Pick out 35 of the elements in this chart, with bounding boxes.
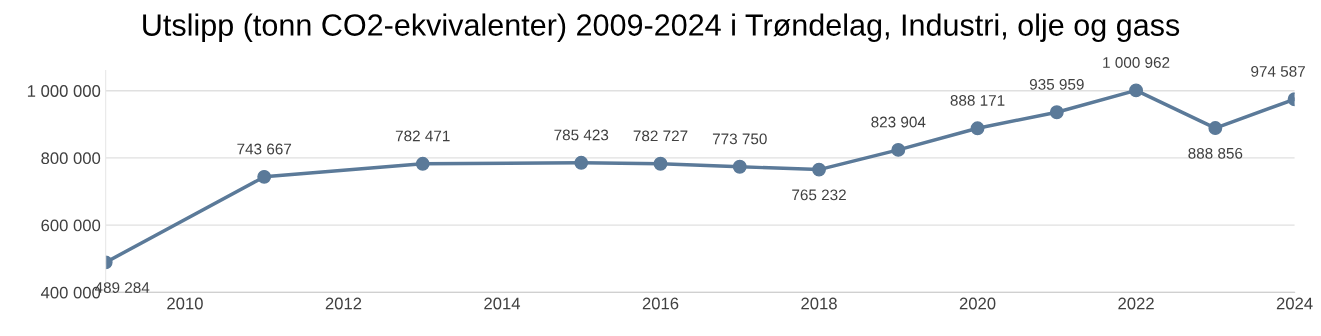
data-label: 782 471 xyxy=(395,130,450,142)
data-label: 782 727 xyxy=(633,130,688,142)
data-label: 974 587 xyxy=(1251,65,1305,77)
data-label: 765 232 xyxy=(792,189,846,201)
data-label: 888 856 xyxy=(1188,147,1243,159)
y-tick-label: 1 000 000 xyxy=(27,85,101,97)
x-tick-label: 2024 xyxy=(1276,297,1313,310)
x-tick-label: 2014 xyxy=(484,297,521,310)
x-tick-label: 2022 xyxy=(1118,297,1154,310)
point xyxy=(1129,83,1144,98)
point xyxy=(970,121,985,136)
point xyxy=(415,156,430,171)
data-label: 935 959 xyxy=(1029,78,1084,90)
data-label: 743 667 xyxy=(237,143,292,155)
y-tick-label: 800 000 xyxy=(41,152,101,165)
data-label: 785 423 xyxy=(554,129,609,141)
data-label: 888 171 xyxy=(950,95,1005,106)
point xyxy=(257,169,272,184)
point xyxy=(1049,105,1064,120)
x-tick-label: 2018 xyxy=(801,297,837,310)
point xyxy=(812,162,826,177)
point xyxy=(1208,121,1223,136)
data-label: 823 904 xyxy=(871,116,926,128)
x-tick-label: 2016 xyxy=(642,297,679,310)
data-label: 1 000 962 xyxy=(1103,57,1170,68)
point xyxy=(891,142,906,157)
point xyxy=(574,155,589,170)
x-tick-label: 2010 xyxy=(167,297,203,310)
x-tick-label: 2020 xyxy=(959,297,996,310)
point xyxy=(732,159,747,174)
data-label: 773 750 xyxy=(712,133,767,145)
x-tick-label: 2012 xyxy=(325,297,362,310)
chart-title: Utslipp (tonn CO2-ekvivalenter) 2009-2024 i Trøndelag, Industri, olje og gass xyxy=(143,13,1180,42)
point xyxy=(653,156,668,171)
y-tick-label: 600 000 xyxy=(41,219,101,232)
